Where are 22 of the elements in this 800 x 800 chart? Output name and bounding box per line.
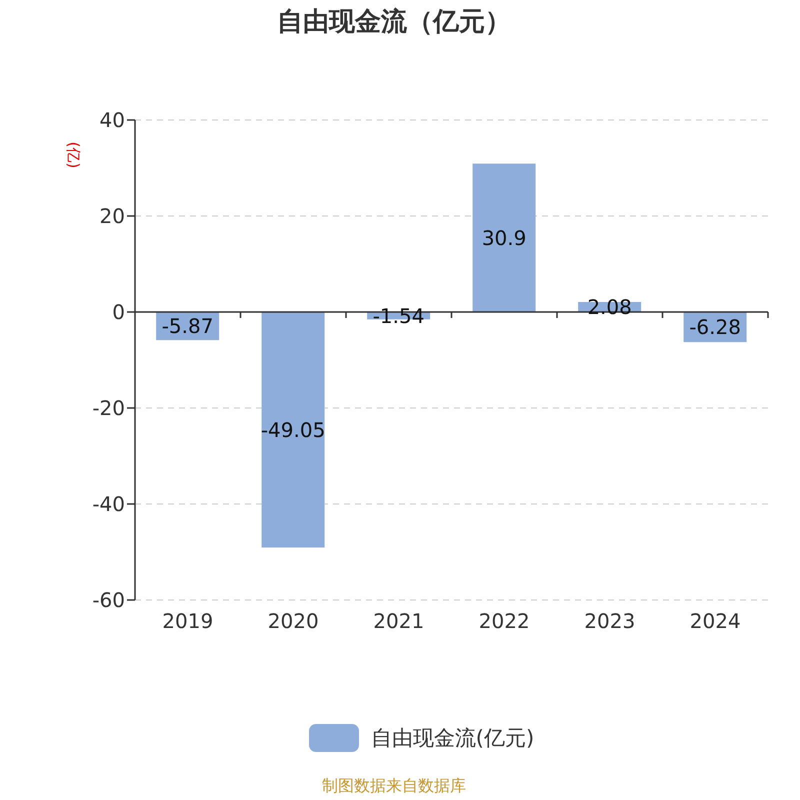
x-tick-label: 2022: [478, 609, 530, 634]
data-label: 30.9: [482, 226, 526, 250]
text: 制图数据来自数据库: [321, 776, 467, 797]
chart-title: 自由现金流（亿元）: [276, 6, 512, 39]
x-tick-label: 2019: [162, 609, 214, 634]
data-label: -5.87: [162, 314, 214, 338]
data-label: -49.05: [260, 418, 326, 442]
bar: [472, 164, 536, 312]
x-tick-label: 2023: [584, 609, 636, 634]
y-axis-title: (亿): [64, 142, 82, 168]
bar: [262, 312, 325, 548]
y-tick-label: -40: [92, 492, 125, 516]
legend-label: 自由现金流(亿元): [370, 725, 534, 752]
x-tick-label: 2024: [690, 609, 741, 634]
data-label: -6.28: [689, 315, 741, 340]
y-tick-label: -60: [92, 588, 125, 612]
y-tick-label: 0: [112, 300, 125, 324]
x-tick-label: 2021: [373, 609, 424, 634]
y-tick-label: 40: [100, 108, 125, 132]
x-tick-label: 2020: [268, 609, 319, 634]
y-tick-label: 20: [100, 204, 125, 228]
y-tick-label: -20: [92, 396, 125, 420]
